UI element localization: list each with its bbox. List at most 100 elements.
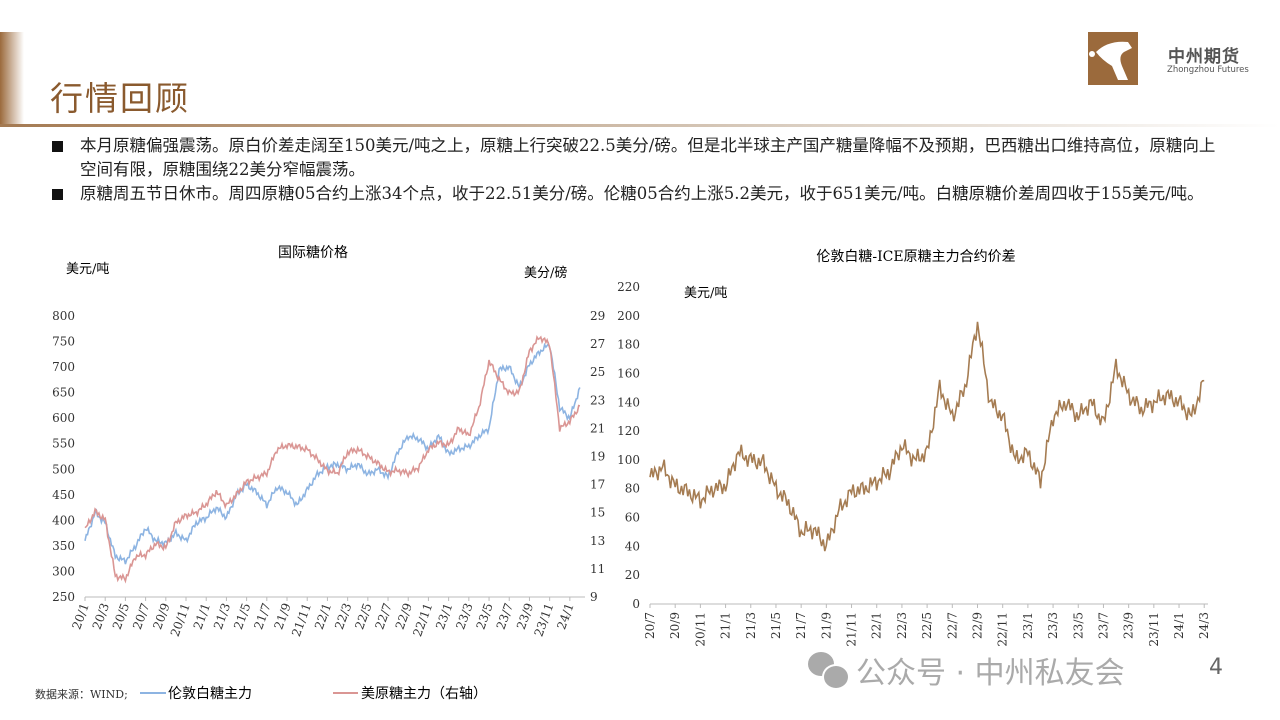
x-tick-label: 21/7 <box>251 601 273 631</box>
y-tick-label: 80 <box>625 482 640 496</box>
x-tick-label: 20/9 <box>668 612 682 639</box>
title-accent-bar <box>0 32 24 126</box>
y-tick-label: 140 <box>617 395 640 409</box>
y-tick-label: 650 <box>52 386 75 400</box>
data-source: 数据来源：WIND; <box>35 687 128 701</box>
x-tick-label: 23/5 <box>473 601 495 631</box>
x-tick-label: 20/5 <box>110 601 132 631</box>
x-tick-label: 20/11 <box>693 612 707 647</box>
y-tick-label: 60 <box>625 511 640 525</box>
x-tick-label: 22/3 <box>332 601 354 631</box>
x-tick-label: 22/9 <box>970 612 984 639</box>
y2-tick-label: 23 <box>590 393 605 407</box>
x-tick-label: 22/5 <box>920 612 934 639</box>
x-tick-label: 21/1 <box>191 601 213 631</box>
legend-label-raw: 美原糖主力（右轴） <box>361 686 487 702</box>
x-tick-label: 20/3 <box>90 601 112 631</box>
x-tick-label: 22/7 <box>372 601 394 631</box>
chart1-right-unit: 美分/磅 <box>524 265 567 281</box>
x-tick-label: 23/9 <box>1122 612 1136 639</box>
x-tick-label: 23/3 <box>453 601 475 631</box>
y2-tick-label: 13 <box>590 534 605 548</box>
x-tick-label: 21/7 <box>794 612 808 639</box>
y2-tick-label: 25 <box>590 365 605 379</box>
watermark: 公众号 · 中州私友会 <box>808 648 1125 692</box>
logo-name-en: Zhongzhou Futures <box>1167 65 1249 75</box>
chart2-title: 伦敦白糖-ICE原糖主力合约价差 <box>816 249 1015 265</box>
y2-tick-label: 27 <box>590 337 605 351</box>
y-tick-label: 550 <box>52 437 75 451</box>
y-tick-label: 100 <box>617 453 640 467</box>
x-tick-label: 22/3 <box>895 612 909 639</box>
x-tick-label: 20/7 <box>130 601 152 631</box>
y-tick-label: 220 <box>617 280 640 294</box>
y-tick-label: 750 <box>52 335 75 349</box>
bullet-text: 原糖周五节日休市。周四原糖05合约上涨34个点，收于22.51美分/磅。伦糖05… <box>80 184 1204 203</box>
y2-tick-label: 21 <box>590 421 605 435</box>
x-tick-label: 22/1 <box>870 612 884 639</box>
bullet-text: 本月原糖偏强震荡。原白价差走阔至150美元/吨之上，原糖上行突破22.5美分/磅… <box>80 136 1216 179</box>
y-tick-label: 500 <box>52 462 75 476</box>
x-tick-label: 20/9 <box>150 601 172 631</box>
y-tick-label: 20 <box>625 568 640 582</box>
x-tick-label: 21/5 <box>231 601 253 631</box>
x-tick-label: 21/3 <box>211 601 233 631</box>
x-tick-label: 21/5 <box>769 612 783 639</box>
bullet-item: 本月原糖偏强震荡。原白价差走阔至150美元/吨之上，原糖上行突破22.5美分/磅… <box>50 134 1220 182</box>
x-tick-label: 23/7 <box>494 601 516 631</box>
y-tick-label: 0 <box>632 597 640 611</box>
bullet-item: 原糖周五节日休市。周四原糖05合约上涨34个点，收于22.51美分/磅。伦糖05… <box>50 182 1220 206</box>
bullet-square-icon <box>52 189 63 200</box>
y2-tick-label: 15 <box>590 506 605 520</box>
x-tick-label: 22/5 <box>352 601 374 631</box>
x-tick-label: 22/9 <box>393 601 415 631</box>
x-tick-label: 22/11 <box>996 612 1010 647</box>
x-tick-label: 20/1 <box>69 601 91 631</box>
y2-tick-label: 29 <box>590 309 605 323</box>
x-tick-label: 24/1 <box>554 601 576 631</box>
title-divider <box>0 124 1280 127</box>
y-tick-label: 180 <box>617 338 640 352</box>
x-tick-label: 23/5 <box>1071 612 1085 639</box>
page-title: 行情回顾 <box>50 79 190 118</box>
series-line-2 <box>84 334 581 584</box>
series-line-1 <box>84 341 581 565</box>
summary-bullets: 本月原糖偏强震荡。原白价差走阔至150美元/吨之上，原糖上行突破22.5美分/磅… <box>50 134 1220 206</box>
x-tick-label: 23/7 <box>1096 612 1110 639</box>
y-tick-label: 250 <box>52 590 75 604</box>
x-tick-label: 21/9 <box>271 601 293 631</box>
x-tick-label: 23/3 <box>1046 612 1060 639</box>
page-number: 4 <box>1209 655 1223 680</box>
legend-label-white: 伦敦白糖主力 <box>168 686 252 702</box>
x-tick-label: 21/11 <box>845 612 859 647</box>
y-tick-label: 350 <box>52 539 75 553</box>
y-tick-label: 600 <box>52 411 75 425</box>
x-tick-label: 24/3 <box>1197 612 1211 639</box>
x-tick-label: 21/3 <box>744 612 758 639</box>
y2-tick-label: 19 <box>590 450 605 464</box>
y2-tick-label: 17 <box>590 478 605 492</box>
x-tick-label: 21/9 <box>819 612 833 639</box>
y-tick-label: 400 <box>52 513 75 527</box>
x-tick-label: 23/1 <box>1021 612 1035 639</box>
x-tick-label: 23/9 <box>514 601 536 631</box>
x-tick-label: 24/1 <box>1172 612 1186 639</box>
y-tick-label: 300 <box>52 564 75 578</box>
x-tick-label: 23/1 <box>433 601 455 631</box>
y-tick-label: 160 <box>617 366 640 380</box>
y2-tick-label: 9 <box>590 590 598 604</box>
intl-sugar-price-chart: 国际糖价格 美元/吨 美分/磅 250 300 350 400 450 500 550 600… <box>52 245 605 639</box>
y-tick-label: 40 <box>625 539 640 553</box>
x-tick-label: 22/1 <box>312 601 334 631</box>
y-tick-label: 450 <box>52 488 75 502</box>
x-tick-label: 22/7 <box>945 612 959 639</box>
x-tick-label: 23/11 <box>1147 612 1161 647</box>
y2-tick-label: 11 <box>590 562 605 576</box>
watermark-text: 公众号 · 中州私友会 <box>856 656 1125 691</box>
leopard-logo-icon <box>1088 32 1138 85</box>
chart1-left-unit: 美元/吨 <box>66 262 109 277</box>
chart2-unit: 美元/吨 <box>684 286 727 301</box>
spread-chart: 伦敦白糖-ICE原糖主力合约价差 美元/吨 0 20 40 60 80 100 120 140… <box>617 249 1211 647</box>
bullet-square-icon <box>52 141 63 152</box>
